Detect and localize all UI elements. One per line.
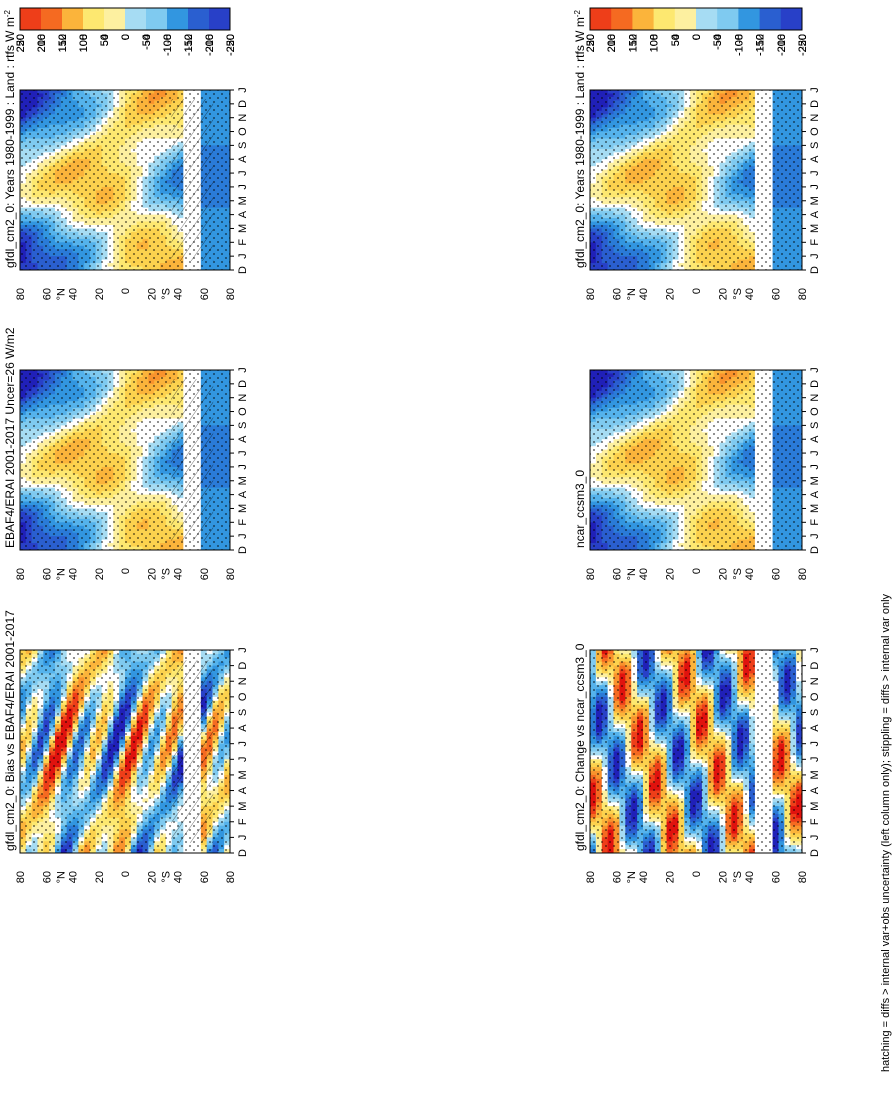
month-tick-label: M bbox=[237, 224, 249, 233]
month-tick-label: D bbox=[809, 266, 821, 274]
lat-tick-label: 80 bbox=[15, 288, 27, 300]
hatch-overlay bbox=[171, 99, 214, 261]
month-tick-label: N bbox=[237, 114, 249, 122]
month-tick-label: S bbox=[809, 142, 821, 149]
month-tick-label: S bbox=[237, 142, 249, 149]
colorbar-tick-label: 100 bbox=[78, 34, 90, 52]
panel-top-right: gfdl_cm2_0: Years 1980-1999 : Land : rtf… bbox=[573, 10, 821, 301]
lat-hemisphere-label: °N bbox=[56, 288, 68, 300]
month-tick-label: O bbox=[809, 127, 821, 136]
month-tick-label: D bbox=[237, 100, 249, 108]
lat-tick-label: 60 bbox=[612, 288, 624, 300]
month-tick-label: A bbox=[809, 155, 821, 163]
lat-tick-label: 0 bbox=[691, 288, 703, 294]
lat-tick-label: 40 bbox=[638, 288, 650, 300]
figure-note: hatching = diffs > internal var+obs unce… bbox=[880, 593, 892, 1072]
lat-tick-label: 40 bbox=[744, 288, 756, 300]
panel-top-left: gfdl_cm2_0: Years 1980-1999 : Land : rtf… bbox=[3, 10, 249, 301]
colorbar-tick-label: 0 bbox=[120, 34, 132, 40]
month-tick-label: M bbox=[237, 196, 249, 205]
lat-tick-label: 60 bbox=[199, 288, 211, 300]
lat-tick-label: 80 bbox=[585, 288, 597, 300]
month-tick-label: F bbox=[237, 239, 249, 246]
colorbar-tick-label: -150 bbox=[183, 34, 195, 56]
colorbar-tick-label: 50 bbox=[99, 34, 111, 46]
lat-tick-label: 20 bbox=[718, 288, 730, 300]
month-tick-label: A bbox=[237, 210, 249, 218]
lat-tick-label: 60 bbox=[41, 288, 53, 300]
lat-tick-label: 40 bbox=[68, 288, 80, 300]
month-tick-label: J bbox=[237, 170, 249, 176]
colorbar-tick-label: -50 bbox=[141, 34, 153, 50]
month-tick-label: J bbox=[809, 253, 821, 259]
stipple-overlay bbox=[590, 90, 802, 270]
month-tick-label: F bbox=[809, 239, 821, 246]
lat-tick-label: 40 bbox=[173, 288, 185, 300]
month-tick-label: M bbox=[809, 196, 821, 205]
colorbar-tick-label: 200 bbox=[36, 34, 48, 52]
lat-hemisphere-label: °S bbox=[161, 288, 173, 300]
month-tick-label: N bbox=[809, 114, 821, 122]
colorbar-tick-label: -250 bbox=[225, 34, 237, 56]
month-tick-label: J bbox=[809, 170, 821, 176]
lat-hemisphere-label: °S bbox=[732, 288, 744, 300]
lat-tick-label: 20 bbox=[665, 288, 677, 300]
month-tick-label: D bbox=[237, 266, 249, 274]
month-tick-label: O bbox=[237, 127, 249, 136]
lat-tick-label: 20 bbox=[146, 288, 158, 300]
lat-tick-label: 0 bbox=[120, 288, 132, 294]
month-tick-label: J bbox=[237, 87, 249, 93]
month-tick-label: D bbox=[809, 100, 821, 108]
colorbar-tick-label: -100 bbox=[162, 34, 174, 56]
panel-title: gfdl_cm2_0: Years 1980-1999 : Land : rtf… bbox=[3, 10, 17, 268]
lat-tick-label: 80 bbox=[225, 288, 237, 300]
month-tick-label: J bbox=[237, 184, 249, 190]
panel-mid-left: EBAF4/ERAI 2001-2017 Uncer=26 W/m2DJFMAM… bbox=[3, 327, 249, 580]
month-tick-label: J bbox=[809, 87, 821, 93]
colorbar-tick-label: 250 bbox=[15, 34, 27, 52]
lat-tick-label: 20 bbox=[94, 288, 106, 300]
month-tick-label: J bbox=[809, 184, 821, 190]
plot-frame bbox=[19, 89, 231, 271]
lat-hemisphere-label: °N bbox=[626, 288, 638, 300]
month-tick-label: A bbox=[237, 155, 249, 163]
month-tick-label: J bbox=[237, 253, 249, 259]
lat-tick-label: 60 bbox=[771, 288, 783, 300]
colorbar-tick-label: 150 bbox=[57, 34, 69, 52]
colorbar-tick-label: -200 bbox=[204, 34, 216, 56]
lat-tick-label: 80 bbox=[797, 288, 809, 300]
month-tick-label: M bbox=[809, 224, 821, 233]
month-tick-label: A bbox=[809, 210, 821, 218]
